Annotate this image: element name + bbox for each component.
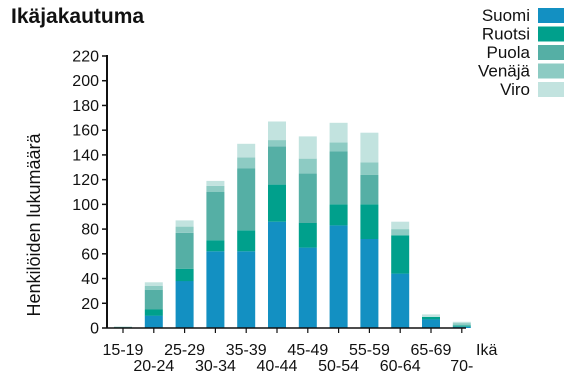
y-tick-label-120: 120 [72,172,99,189]
bars-layer [114,121,471,328]
x-tick-label-55-59: 55-59 [349,342,390,359]
legend-swatch-puola [538,45,564,60]
x-tick-label-30-34: 30-34 [195,358,236,373]
bar-segment-puola-25-29 [175,232,194,269]
x-tick-label-40-44: 40-44 [257,358,298,373]
bar-segment-venäjä-35-39 [237,157,256,169]
x-tick-label-65-69: 65-69 [411,342,452,359]
bar-segment-ruotsi-35-39 [237,230,256,252]
bar-segment-suomi-20-24 [144,315,163,328]
bar-segment-viro-40-44 [268,121,286,140]
bar-segment-viro-25-29 [175,220,194,227]
bar-segment-ruotsi-45-49 [298,222,317,248]
bar-segment-ruotsi-25-29 [175,268,194,282]
bar-segment-venäjä-70- [452,323,471,326]
legend-label-viro: Viro [500,80,530,99]
x-tick-label-25-29: 25-29 [164,342,205,359]
y-tick-label-220: 220 [72,49,99,66]
y-tick-label-0: 0 [90,321,99,338]
bar-segment-ruotsi-20-24 [144,309,163,316]
bar-segment-venäjä-55-59 [360,162,379,175]
legend-swatch-ruotsi [538,26,564,42]
bar-segment-puola-55-59 [360,174,379,205]
bar-segment-viro-20-24 [144,282,163,286]
x-tick-label-15-19: 15-19 [103,342,144,359]
y-axis-title: Henkilöiden lukumäärä [24,132,44,316]
bar-segment-suomi-65-69 [422,319,440,328]
bar-segment-puola-20-24 [144,289,163,310]
y-tick-label-40: 40 [81,271,99,288]
bar-segment-venäjä-40-44 [268,140,286,147]
y-tick-label-180: 180 [72,98,99,115]
y-tick-label-20: 20 [81,296,99,313]
bar-segment-ruotsi-50-54 [329,204,348,226]
legend-label-ruotsi: Ruotsi [482,25,530,44]
bar-segment-puola-35-39 [237,168,256,231]
bar-segment-ruotsi-30-34 [206,240,225,252]
bar-segment-ruotsi-70- [452,325,471,327]
bar-segment-suomi-50-54 [329,225,348,328]
bar-segment-ruotsi-40-44 [268,184,286,222]
axes-layer: 0 20 40 60 80 100 120 140 160 180 200 220 15-1920-24… [24,49,497,373]
bar-segment-ruotsi-55-59 [360,204,379,239]
bar-segment-venäjä-20-24 [144,286,163,290]
legend-swatch-venäjä [538,63,564,79]
bar-segment-suomi-45-49 [298,247,317,328]
bar-segment-viro-70- [452,321,471,323]
x-tick-label-50-54: 50-54 [318,358,359,373]
bar-segment-suomi-55-59 [360,239,379,328]
x-tick-label-20-24: 20-24 [133,358,174,373]
legend-label-puola: Puola [487,43,531,62]
bar-segment-suomi-40-44 [268,221,286,328]
bar-segment-viro-65-69 [422,314,440,317]
legend-label-venäjä: Venäjä [478,62,531,81]
bar-segment-venäjä-30-34 [206,185,225,192]
legend-swatch-viro [538,82,564,97]
x-tick-label-70-: 70- [450,358,473,373]
bar-segment-venäjä-60-64 [391,229,410,236]
legend-swatch-suomi [538,8,564,23]
x-tick-label-45-49: 45-49 [287,342,328,359]
bar-segment-venäjä-50-54 [329,142,348,152]
bar-segment-viro-45-49 [298,136,317,159]
bar-segment-viro-60-64 [391,221,410,230]
bar-segment-puola-50-54 [329,151,348,205]
y-tick-label-140: 140 [72,147,99,164]
bar-segment-venäjä-45-49 [298,158,317,174]
y-tick-label-200: 200 [72,73,99,90]
y-tick-label-60: 60 [81,246,99,263]
bar-segment-ruotsi-65-69 [422,316,440,320]
x-axis-title: Ikä [476,342,497,359]
bar-segment-viro-35-39 [237,143,256,158]
bar-segment-puola-40-44 [268,146,286,185]
bar-segment-venäjä-25-29 [175,226,194,233]
bar-segment-viro-55-59 [360,132,379,163]
chart-title: Ikäjakautuma [11,5,145,28]
bar-segment-ruotsi-60-64 [391,235,410,274]
bar-segment-suomi-35-39 [237,251,256,328]
x-tick-label-35-39: 35-39 [226,342,267,359]
legend-label-suomi: Suomi [482,6,530,25]
bar-segment-puola-30-34 [206,192,225,241]
bar-segment-suomi-30-34 [206,251,225,328]
bar-segment-suomi-25-29 [175,281,194,328]
y-tick-label-160: 160 [72,123,99,140]
bar-segment-viro-30-34 [206,180,225,186]
bar-segment-puola-45-49 [298,173,317,223]
bar-segment-suomi-60-64 [391,273,410,328]
bar-segment-viro-50-54 [329,122,348,143]
y-tick-label-100: 100 [72,197,99,214]
y-tick-label-80: 80 [81,222,99,239]
x-tick-label-60-64: 60-64 [380,358,421,373]
